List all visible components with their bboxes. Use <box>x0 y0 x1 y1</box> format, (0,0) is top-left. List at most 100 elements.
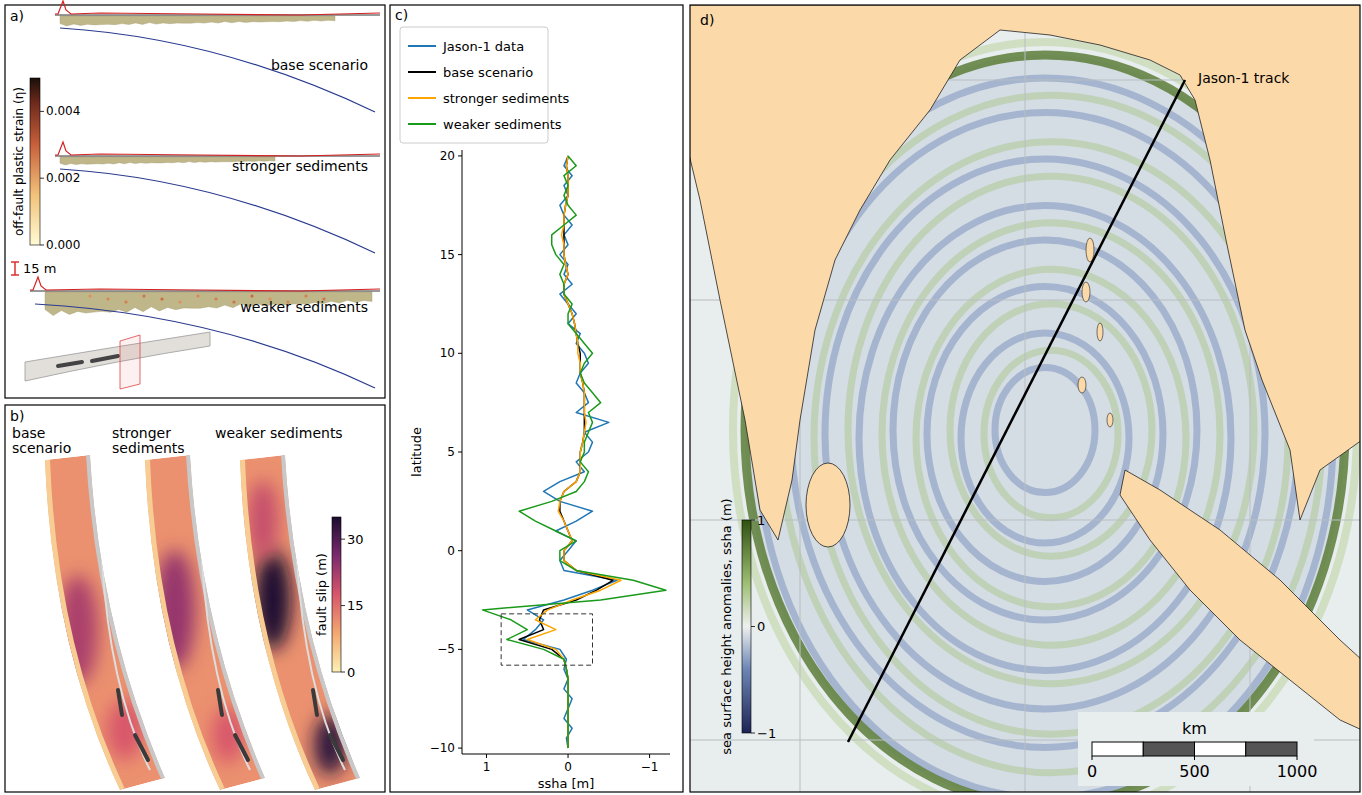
colorbar-title: off-fault plastic strain (η) <box>12 87 26 236</box>
panel-frame <box>390 5 683 792</box>
feature-bar <box>218 690 222 715</box>
scenario-label: base scenario <box>271 57 368 73</box>
figure: a) 0.000 0.002 0.004 off-fault plastic strai… <box>0 0 1362 795</box>
panel-d: d) Jason-1 track −1 0 1 sea surface height an… <box>688 5 1362 795</box>
y-tick-label: 15 <box>440 248 455 262</box>
strain-spot <box>142 294 145 297</box>
seafloor-displacement <box>55 1 380 15</box>
x-tick-label: 1 <box>483 760 491 774</box>
colorbar-tick <box>751 626 755 627</box>
slip-patch <box>248 480 278 560</box>
colorbar-tick <box>40 245 44 246</box>
label-line: stronger <box>112 425 171 441</box>
map <box>690 5 1360 792</box>
y-tick <box>458 550 462 551</box>
feature-bar <box>135 735 148 760</box>
legend-swatch <box>408 123 436 125</box>
scale-tick <box>1092 756 1093 760</box>
scenario-label: weaker sediments <box>240 299 368 315</box>
strain-spot <box>304 294 307 297</box>
fault-surface <box>45 455 165 790</box>
series-line <box>523 156 617 748</box>
wave-ring <box>859 206 1231 671</box>
cross-section: stronger sediments <box>55 142 380 253</box>
x-tick-label: −1 <box>641 760 659 774</box>
wave-ring <box>961 333 1129 543</box>
legend-swatch <box>408 71 436 73</box>
legend-label: stronger sediments <box>443 91 569 106</box>
panel-c: c)−10−50510152010−1ssha [m]latitudeJason… <box>395 7 670 791</box>
panel-letter: d) <box>700 12 714 28</box>
colorbar-tick-label: 0.004 <box>46 104 80 118</box>
y-tick <box>458 155 462 156</box>
x-axis-title: ssha [m] <box>538 776 595 791</box>
y-tick <box>458 649 462 650</box>
fault-trace <box>60 28 375 112</box>
fault-trace <box>60 169 375 253</box>
scale-tick-label: 1000 <box>1277 762 1318 781</box>
highlight-box <box>501 614 592 665</box>
colorbar-tick-label: 1 <box>757 513 765 528</box>
strain-spot <box>250 294 253 297</box>
y-tick <box>458 748 462 749</box>
colorbar-title: sea surface height anomalies, ssha (m) <box>719 498 734 754</box>
panel-a: a) 0.000 0.002 0.004 off-fault plastic strai… <box>10 1 380 389</box>
x-tick <box>568 754 569 758</box>
series-line <box>519 156 613 748</box>
colorbar-tick-label: −1 <box>757 726 776 741</box>
y-tick <box>458 353 462 354</box>
legend-swatch <box>408 45 436 47</box>
seafloor-displacement <box>55 142 380 156</box>
legend: Jason-1 database scenariostronger sedime… <box>400 27 569 143</box>
plot-area <box>482 156 666 748</box>
strain-spot <box>88 294 91 297</box>
y-tick-label: 20 <box>440 149 455 163</box>
y-axis-title: latitude <box>409 427 424 477</box>
y-tick <box>458 254 462 255</box>
wave-ring <box>927 287 1163 582</box>
panel-b: b)basescenariostrongersedimentsweaker se… <box>10 408 364 790</box>
wave-ring <box>825 159 1265 709</box>
colorbar-tick-label: 0.002 <box>46 171 80 185</box>
strain-spot <box>178 300 181 303</box>
slip-patch <box>314 715 346 775</box>
scale-segment <box>1143 742 1194 756</box>
series-line <box>527 156 621 748</box>
panel-frame <box>5 5 385 398</box>
scale-title: km <box>1182 719 1207 738</box>
land <box>690 5 1360 540</box>
scale-segment <box>1195 742 1246 756</box>
scenario-label: weaker sediments <box>215 425 343 441</box>
inset-bar <box>58 362 82 366</box>
legend-label: Jason-1 data <box>442 39 524 54</box>
colorbar-tick-label: 15 <box>347 598 364 613</box>
y-tick-label: 5 <box>447 445 455 459</box>
shallow-rim <box>285 455 360 778</box>
map-grid <box>690 520 1360 521</box>
plastic-strain-zone <box>60 16 335 26</box>
colorbar-title: fault slip (m) <box>314 553 329 636</box>
scale-label: 15 m <box>23 261 56 276</box>
colorbar <box>30 78 40 245</box>
strain-spot <box>214 297 217 300</box>
scale-segment <box>1092 742 1143 756</box>
panel-letter: a) <box>10 8 24 24</box>
panel-frame <box>690 5 1360 792</box>
y-tick-label: −10 <box>430 741 455 755</box>
scale-tick-label: 0 <box>1087 762 1097 781</box>
x-tick-label: 0 <box>564 760 572 774</box>
colorbar-tick-label: 0.000 <box>46 238 80 252</box>
wave-ring <box>882 223 1220 646</box>
panel-letter: b) <box>10 408 24 424</box>
track-line <box>848 80 1185 742</box>
track-label: Jason-1 track <box>1197 70 1290 86</box>
strain-spot <box>124 300 127 303</box>
section-plane <box>120 335 140 389</box>
scale-tick <box>1194 756 1195 760</box>
feature-bar <box>330 735 343 760</box>
wave-ring <box>848 176 1254 684</box>
scale-tick <box>1297 756 1298 760</box>
colorbar-tick <box>751 520 755 521</box>
slip-patch <box>255 550 291 650</box>
label-line: sediments <box>112 440 185 456</box>
